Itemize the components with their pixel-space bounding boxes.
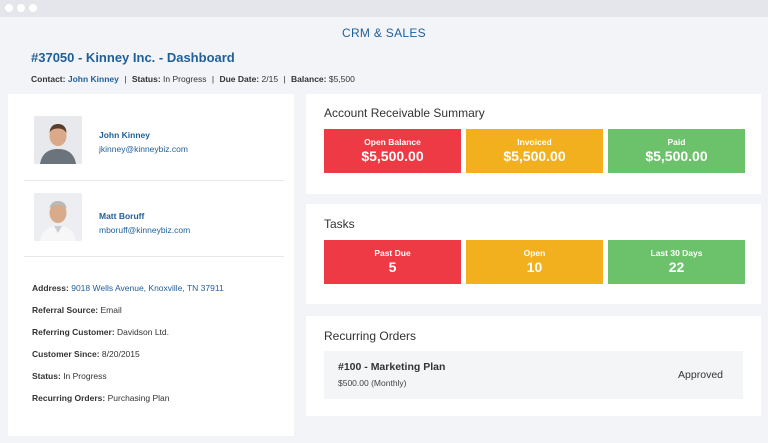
tasks-panel: Tasks Past Due 5 Open 10 Last 30 Days 22 bbox=[306, 204, 761, 304]
past-due-tile[interactable]: Past Due 5 bbox=[324, 240, 461, 284]
detail-label: Status: bbox=[32, 371, 61, 381]
recurring-orders-title: Recurring Orders bbox=[324, 329, 417, 343]
detail-value: Davidson Ltd. bbox=[117, 327, 170, 337]
avatar bbox=[34, 193, 82, 241]
detail-value: Email bbox=[100, 305, 122, 315]
detail-customer-since: Customer Since: 8/20/2015 bbox=[32, 349, 140, 359]
recurring-order-item[interactable]: #100 - Marketing Plan $500.00 (Monthly) … bbox=[324, 351, 743, 399]
window-titlebar bbox=[0, 0, 768, 17]
tile-label: Past Due bbox=[374, 248, 411, 258]
open-balance-tile[interactable]: Open Balance $5,500.00 bbox=[324, 129, 461, 173]
detail-value: Purchasing Plan bbox=[107, 393, 170, 403]
window-minimize-dot[interactable] bbox=[17, 4, 25, 12]
detail-referring-customer: Referring Customer: Davidson Ltd. bbox=[32, 327, 169, 337]
divider bbox=[24, 256, 284, 257]
divider bbox=[24, 180, 284, 181]
detail-label: Customer Since: bbox=[32, 349, 100, 359]
contact-name-link[interactable]: John Kinney bbox=[99, 130, 151, 140]
tile-value: 5 bbox=[388, 259, 397, 275]
ar-summary-title: Account Receivable Summary bbox=[324, 106, 485, 120]
meta-due-label: Due Date: bbox=[219, 74, 260, 84]
meta-separator: | bbox=[124, 74, 127, 84]
invoiced-tile[interactable]: Invoiced $5,500.00 bbox=[466, 129, 603, 173]
recurring-orders-panel: Recurring Orders #100 - Marketing Plan $… bbox=[306, 316, 761, 416]
open-tasks-tile[interactable]: Open 10 bbox=[466, 240, 603, 284]
tile-value: $5,500.00 bbox=[361, 148, 424, 164]
order-status: Approved bbox=[678, 369, 723, 381]
app-title: CRM & SALES bbox=[342, 26, 426, 40]
meta-due-value: 2/15 bbox=[261, 74, 279, 84]
contact-name-link[interactable]: Matt Boruff bbox=[99, 211, 145, 221]
order-title: #100 - Marketing Plan bbox=[338, 361, 446, 373]
person-avatar-icon bbox=[34, 193, 82, 241]
contact-email-link[interactable]: mboruff@kinneybiz.com bbox=[99, 225, 191, 235]
tile-label: Open bbox=[523, 248, 546, 258]
detail-value: 8/20/2015 bbox=[101, 349, 140, 359]
customer-panel: John Kinney jkinney@kinneybiz.com Matt B… bbox=[8, 94, 294, 436]
detail-status: Status: In Progress bbox=[32, 371, 107, 381]
contact-card: Matt Boruff mboruff@kinneybiz.com bbox=[8, 181, 294, 267]
tile-value: $5,500.00 bbox=[503, 148, 566, 164]
detail-recurring-orders: Recurring Orders: Purchasing Plan bbox=[32, 393, 170, 403]
meta-separator: | bbox=[211, 74, 215, 84]
contact-email-link[interactable]: jkinney@kinneybiz.com bbox=[99, 144, 188, 154]
last-30-days-tile[interactable]: Last 30 Days 22 bbox=[608, 240, 745, 284]
window-close-dot[interactable] bbox=[5, 4, 13, 12]
deal-meta-bar: Contact: John Kinney | Status: In Progre… bbox=[31, 74, 355, 84]
detail-referral-source: Referral Source: Email bbox=[32, 305, 122, 315]
contact-card: John Kinney jkinney@kinneybiz.com bbox=[8, 94, 294, 180]
detail-label: Referral Source: bbox=[32, 305, 99, 315]
meta-balance-value: $5,500 bbox=[328, 74, 355, 84]
tasks-title: Tasks bbox=[324, 217, 355, 231]
tile-value: 10 bbox=[526, 259, 543, 275]
tile-value: $5,500.00 bbox=[645, 148, 708, 164]
window-maximize-dot[interactable] bbox=[29, 4, 37, 12]
page-title: #37050 - Kinney Inc. - Dashboard bbox=[31, 50, 235, 65]
detail-label: Address: bbox=[32, 283, 69, 293]
avatar bbox=[34, 116, 82, 164]
meta-balance-label: Balance: bbox=[291, 74, 327, 84]
detail-label: Referring Customer: bbox=[32, 327, 115, 337]
address-link[interactable]: 9018 Wells Avenue, Knoxville, TN 37911 bbox=[71, 283, 224, 293]
meta-status-label: Status: bbox=[131, 74, 161, 84]
meta-contact-label: Contact: bbox=[31, 74, 66, 84]
window-controls bbox=[5, 4, 37, 12]
ar-summary-panel: Account Receivable Summary Open Balance … bbox=[306, 94, 761, 194]
tile-label: Last 30 Days bbox=[650, 248, 703, 258]
person-avatar-icon bbox=[34, 116, 82, 164]
paid-tile[interactable]: Paid $5,500.00 bbox=[608, 129, 745, 173]
detail-address: Address: 9018 Wells Avenue, Knoxville, T… bbox=[32, 283, 224, 293]
meta-status-value: In Progress bbox=[163, 74, 207, 84]
tile-label: Paid bbox=[667, 137, 686, 147]
detail-label: Recurring Orders: bbox=[32, 393, 106, 403]
meta-contact-link[interactable]: John Kinney bbox=[67, 74, 119, 84]
tile-label: Open Balance bbox=[364, 137, 421, 147]
meta-separator: | bbox=[283, 74, 286, 84]
tile-label: Invoiced bbox=[517, 137, 552, 147]
tile-value: 22 bbox=[668, 259, 685, 275]
order-amount: $500.00 (Monthly) bbox=[338, 378, 407, 388]
detail-value: In Progress bbox=[63, 371, 107, 381]
